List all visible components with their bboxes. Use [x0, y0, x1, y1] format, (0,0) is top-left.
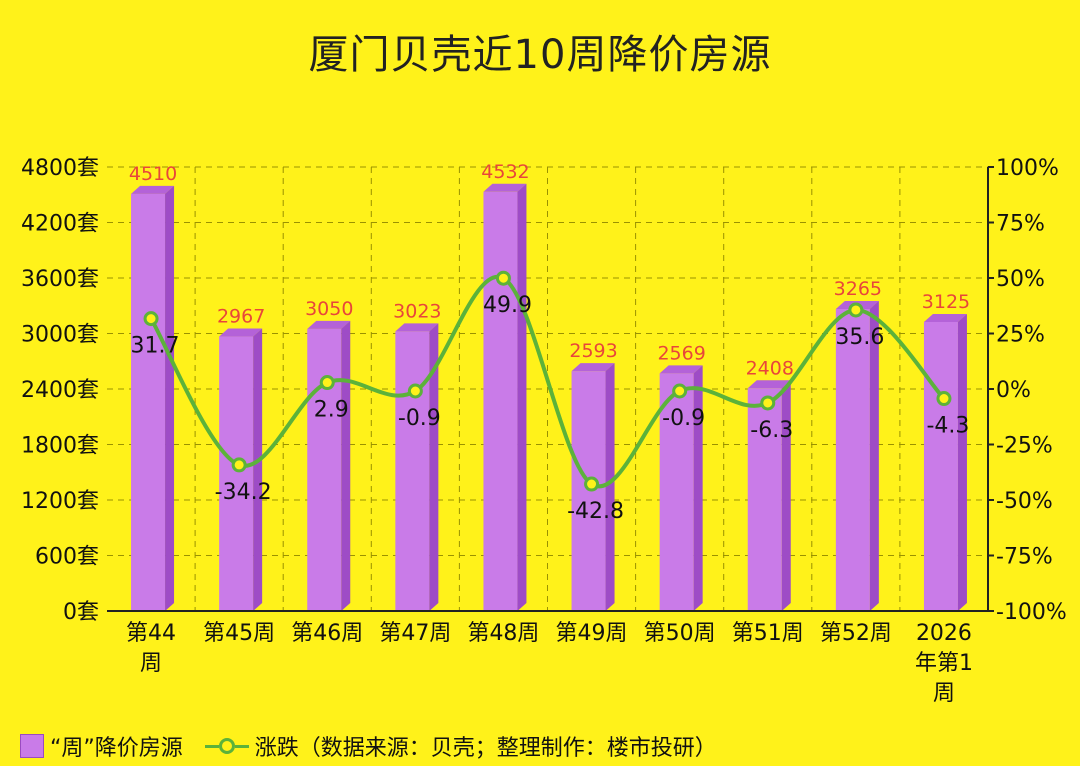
bar-top-face: [395, 323, 439, 332]
line-point: [936, 391, 952, 407]
y-right-tick-label: 50%: [996, 267, 1045, 292]
bar: [307, 328, 342, 611]
y-left-tick-label: 3600套: [21, 267, 99, 292]
bar: [483, 191, 518, 612]
line-point: [407, 383, 423, 399]
line-value-label: 49.9: [483, 293, 532, 318]
y-left-tick-label: 600套: [35, 545, 99, 570]
bar: [835, 308, 870, 611]
bar-side-face: [429, 323, 439, 611]
y-left-tick-label: 4200套: [21, 212, 99, 237]
bar-side-face: [781, 380, 791, 611]
bar-side-face: [869, 300, 879, 611]
bar-side-face: [165, 185, 175, 611]
x-tick-label: 第44: [126, 621, 176, 646]
x-tick-label: 2026: [916, 621, 972, 646]
chart-title: 厦门贝壳近10周降价房源: [308, 32, 772, 78]
y-right-tick-label: -100%: [996, 600, 1067, 625]
bar-value-label: 2569: [657, 342, 705, 364]
bar-legend-label: “周”降价房源: [50, 736, 183, 761]
line-point: [231, 457, 247, 473]
line-value-label: -0.9: [398, 406, 441, 431]
bar-side-face: [693, 365, 703, 611]
x-tick-label: 第52周: [820, 621, 892, 646]
x-tick-label: 周: [933, 681, 955, 706]
y-right-tick-label: 25%: [996, 323, 1045, 348]
bar: [747, 388, 782, 611]
bar: [923, 321, 958, 611]
line-point: [584, 476, 600, 492]
x-tick-label: 第47周: [379, 621, 451, 646]
y-right-tick-label: 100%: [996, 156, 1059, 181]
x-tick-label: 第50周: [644, 621, 716, 646]
bar-value-label: 4532: [481, 161, 529, 183]
bar-top-face: [747, 380, 791, 389]
bar-side-face: [253, 328, 263, 611]
chart-legend: “周”降价房源 涨跌（数据来源：贝壳；整理制作：楼市投研）: [20, 728, 717, 764]
bar: [395, 331, 430, 611]
line-legend-label: 涨跌（数据来源：贝壳；整理制作：楼市投研）: [254, 736, 717, 761]
x-tick-label: 年第1: [915, 651, 973, 676]
line-value-label: -4.3: [926, 414, 969, 439]
bar-value-label: 3023: [393, 300, 441, 322]
bar-side-face: [605, 363, 615, 611]
bar-legend-swatch: [20, 734, 44, 758]
bar-value-label: 3125: [922, 291, 970, 313]
line-value-label: 2.9: [314, 398, 349, 423]
y-left-tick-label: 1800套: [21, 434, 99, 459]
line-value-label: -0.9: [662, 406, 705, 431]
bar-top-face: [923, 313, 967, 322]
y-left-tick-label: 4800套: [21, 156, 99, 181]
y-right-tick-label: 0%: [996, 378, 1031, 403]
bar-value-label: 2408: [746, 357, 794, 379]
line-series: [149, 274, 946, 489]
x-tick-label: 第49周: [556, 621, 628, 646]
y-left-tick-label: 3000套: [21, 323, 99, 348]
line-point: [319, 375, 335, 391]
bar-value-label: 4510: [129, 163, 177, 185]
line-legend-marker: [204, 738, 249, 754]
bar-value-label: 3050: [305, 298, 353, 320]
bar-top-face: [307, 320, 351, 329]
line-value-label: 31.7: [131, 334, 180, 359]
bar-side-face: [517, 183, 527, 612]
line-value-label: -34.2: [215, 480, 272, 505]
line-point: [760, 395, 776, 411]
line-point: [495, 270, 511, 286]
chart-canvas: 0套 600套 1200套 1800套 2400套 3000套 3600套 4200套 4800…: [21, 156, 1067, 706]
y-right-tick-label: 75%: [996, 212, 1045, 237]
bar-top-face: [219, 328, 263, 337]
line-value-label: -6.3: [750, 418, 793, 443]
y-left-tick-label: 1200套: [21, 489, 99, 514]
line-value-label: 35.6: [835, 325, 884, 350]
bar: [219, 336, 254, 611]
bar-top-face: [131, 185, 175, 194]
y-right-tick-label: -75%: [996, 545, 1053, 570]
bar-side-face: [341, 320, 351, 611]
bar-value-label: 2593: [569, 340, 617, 362]
line-point: [848, 302, 864, 318]
bar-top-face: [483, 183, 527, 192]
x-tick-label: 周: [140, 651, 162, 676]
x-tick-label: 第51周: [732, 621, 804, 646]
bar: [131, 193, 166, 611]
y-right-tick-label: -25%: [996, 434, 1053, 459]
bar: [659, 373, 694, 611]
bar-value-label: 3265: [834, 278, 882, 300]
x-tick-label: 第48周: [467, 621, 539, 646]
bar-top-face: [659, 365, 703, 374]
x-tick-label: 第46周: [291, 621, 363, 646]
line-point: [672, 383, 688, 399]
line-value-label: -42.8: [567, 499, 624, 524]
y-left-tick-label: 2400套: [21, 378, 99, 403]
bar-value-label: 2967: [217, 306, 265, 328]
y-right-tick-label: -50%: [996, 489, 1053, 514]
y-left-tick-label: 0套: [63, 600, 99, 625]
bar: [571, 371, 606, 611]
bar-top-face: [571, 363, 615, 372]
x-tick-label: 第45周: [203, 621, 275, 646]
line-point: [143, 311, 159, 327]
bar-side-face: [957, 313, 967, 611]
